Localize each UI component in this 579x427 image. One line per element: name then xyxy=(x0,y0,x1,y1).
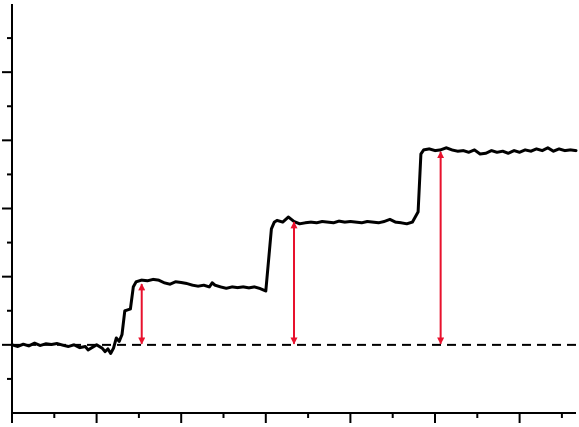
annotations xyxy=(138,151,445,345)
series-line-0 xyxy=(10,146,578,355)
axes xyxy=(2,4,576,423)
series xyxy=(10,146,578,355)
